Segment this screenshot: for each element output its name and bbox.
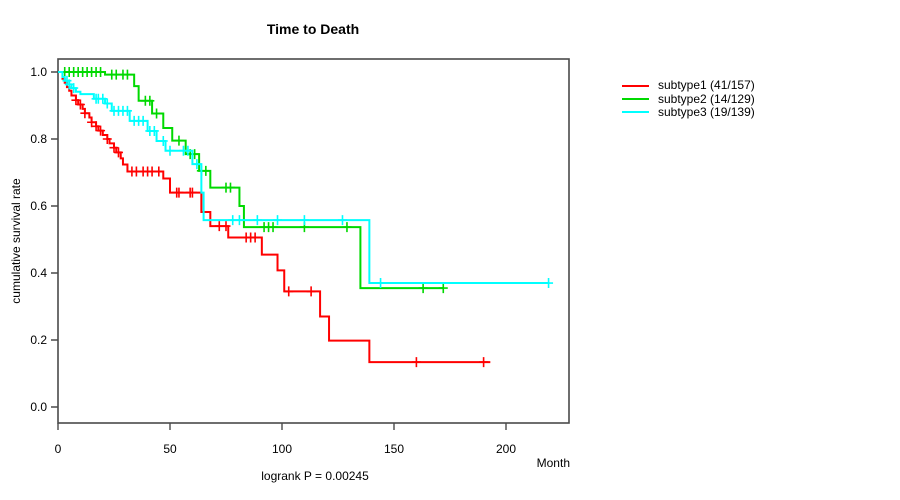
legend-line-swatch-subtype2 bbox=[622, 98, 649, 101]
y-tick-label: 0.8 bbox=[30, 132, 47, 146]
censor-marks-subtype3 bbox=[62, 75, 554, 289]
legend-line-swatch-subtype1 bbox=[622, 84, 649, 87]
x-tick-label: 100 bbox=[271, 442, 293, 456]
x-tick-label: 150 bbox=[383, 442, 405, 456]
chart-title: Time to Death bbox=[266, 21, 360, 37]
legend-label-subtype1: subtype1 (41/157) bbox=[658, 78, 755, 93]
legend: subtype1 (41/157) subtype2 (14/129) subt… bbox=[622, 79, 755, 119]
plot-frame bbox=[57, 58, 570, 424]
legend-line-swatch-subtype3 bbox=[622, 111, 649, 114]
survival-curve-subtype2 bbox=[58, 71, 444, 290]
axis-tick-marks bbox=[51, 71, 507, 430]
legend-label-subtype2: subtype2 (14/129) bbox=[658, 91, 755, 106]
y-tick-label: 0.0 bbox=[30, 400, 47, 414]
x-tick-label: 50 bbox=[163, 442, 177, 456]
y-tick-label: 0.4 bbox=[30, 266, 47, 280]
x-tick-label: 200 bbox=[495, 442, 517, 456]
censor-marks-subtype2 bbox=[60, 67, 448, 294]
survival-curve-subtype3 bbox=[58, 71, 549, 285]
legend-item-subtype1: subtype1 (41/157) bbox=[622, 79, 755, 92]
legend-item-subtype2: subtype2 (14/129) bbox=[622, 92, 755, 105]
x-axis-label: Month bbox=[536, 456, 570, 470]
legend-item-subtype3: subtype3 (19/139) bbox=[622, 104, 755, 119]
y-tick-label: 1.0 bbox=[30, 65, 47, 79]
x-tick-label: 0 bbox=[54, 442, 62, 456]
legend-label-subtype3: subtype3 (19/139) bbox=[658, 104, 755, 119]
y-tick-label: 0.6 bbox=[30, 199, 47, 213]
censor-marks-subtype1 bbox=[71, 95, 489, 368]
y-tick-label: 0.2 bbox=[30, 333, 47, 347]
pvalue-annotation: logrank P = 0.00245 bbox=[261, 469, 369, 483]
y-axis-label: cumulative survival rate bbox=[9, 178, 23, 304]
